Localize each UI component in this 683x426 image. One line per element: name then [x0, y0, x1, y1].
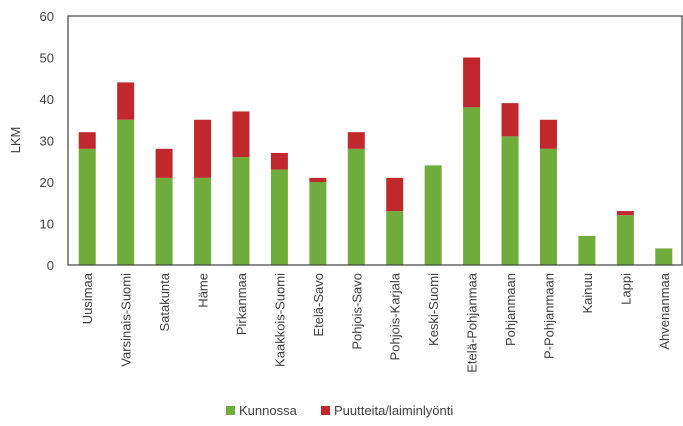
x-tick-label: P-Pohjanmaan [541, 273, 556, 359]
y-tick-label: 40 [40, 92, 54, 107]
y-tick-label: 30 [40, 134, 54, 149]
bar-segment-puutteita [117, 82, 135, 120]
x-tick-label: Lappi [618, 273, 633, 305]
plot-frame [67, 15, 683, 266]
x-tick-label: Ahvenanmaa [657, 272, 672, 349]
bar-segment-puutteita [309, 177, 327, 182]
bar-segment-kunnossa [655, 248, 673, 265]
x-tick-label: Etelä-Savo [311, 273, 326, 337]
legend-label-puutteita: Puutteita/laiminlyönti [334, 403, 453, 418]
y-tick-label: 60 [40, 9, 54, 24]
bar-segment-kunnossa [194, 177, 212, 265]
x-tick-label: Pirkanmaa [234, 272, 249, 335]
y-tick-label: 20 [40, 175, 54, 190]
bar-segment-puutteita [463, 57, 481, 108]
legend-label-kunnossa: Kunnossa [239, 403, 298, 418]
x-tick-label: Keski-Suomi [426, 273, 441, 346]
y-tick-label: 0 [47, 258, 54, 273]
legend: Kunnossa Puutteita/laiminlyönti [226, 403, 453, 418]
y-tick-label: 10 [40, 217, 54, 232]
y-tick-label: 50 [40, 51, 54, 66]
x-tick-label: Pohjois-Savo [349, 273, 364, 350]
bar-segment-puutteita [386, 177, 404, 212]
y-axis-title: LKM [8, 127, 23, 154]
x-tick-label: Satakunta [157, 272, 172, 331]
x-tick-label: Häme [196, 273, 211, 308]
bar-segment-puutteita [347, 132, 365, 149]
bar-segment-puutteita [270, 152, 288, 170]
bar-segment-kunnossa [539, 148, 557, 265]
bar-segment-kunnossa [78, 148, 96, 265]
x-tick-label: Kaakkois-Suomi [272, 273, 287, 367]
bar-segment-puutteita [501, 103, 519, 137]
bar-segment-puutteita [78, 132, 96, 149]
x-axis-labels: Uusimaa Varsinais-Suomi Satakunta Häme Pirka… [80, 272, 672, 373]
bar-segment-kunnossa [347, 148, 365, 265]
bar-segment-kunnossa [309, 182, 327, 265]
bar-segment-kunnossa [386, 211, 404, 265]
bar-segment-kunnossa [270, 169, 288, 265]
bars [78, 57, 673, 265]
bar-segment-puutteita [232, 111, 250, 158]
bar-segment-kunnossa [616, 215, 634, 265]
bar-segment-puutteita [616, 211, 634, 216]
bar-segment-kunnossa [155, 177, 173, 265]
x-tick-label: Pohjois-Karjala [388, 272, 403, 360]
bar-segment-kunnossa [463, 107, 481, 265]
bar-segment-kunnossa [424, 165, 442, 265]
x-tick-label: Pohjanmaan [503, 273, 518, 346]
bar-segment-kunnossa [578, 235, 596, 265]
x-tick-label: Kainuu [580, 273, 595, 313]
y-axis-ticks: 0 10 20 30 40 50 60 [40, 9, 54, 273]
x-tick-label: Varsinais-Suomi [119, 273, 134, 367]
bar-segment-kunnossa [501, 136, 519, 265]
bar-segment-kunnossa [117, 119, 135, 265]
bar-segment-puutteita [539, 119, 557, 149]
x-tick-label: Etelä-Pohjanmaa [465, 272, 480, 372]
legend-swatch-kunnossa [226, 406, 235, 415]
bar-segment-puutteita [155, 148, 173, 178]
x-tick-label: Uusimaa [80, 272, 95, 324]
bar-segment-kunnossa [232, 157, 250, 265]
bar-segment-puutteita [194, 119, 212, 178]
legend-swatch-puutteita [321, 406, 330, 415]
